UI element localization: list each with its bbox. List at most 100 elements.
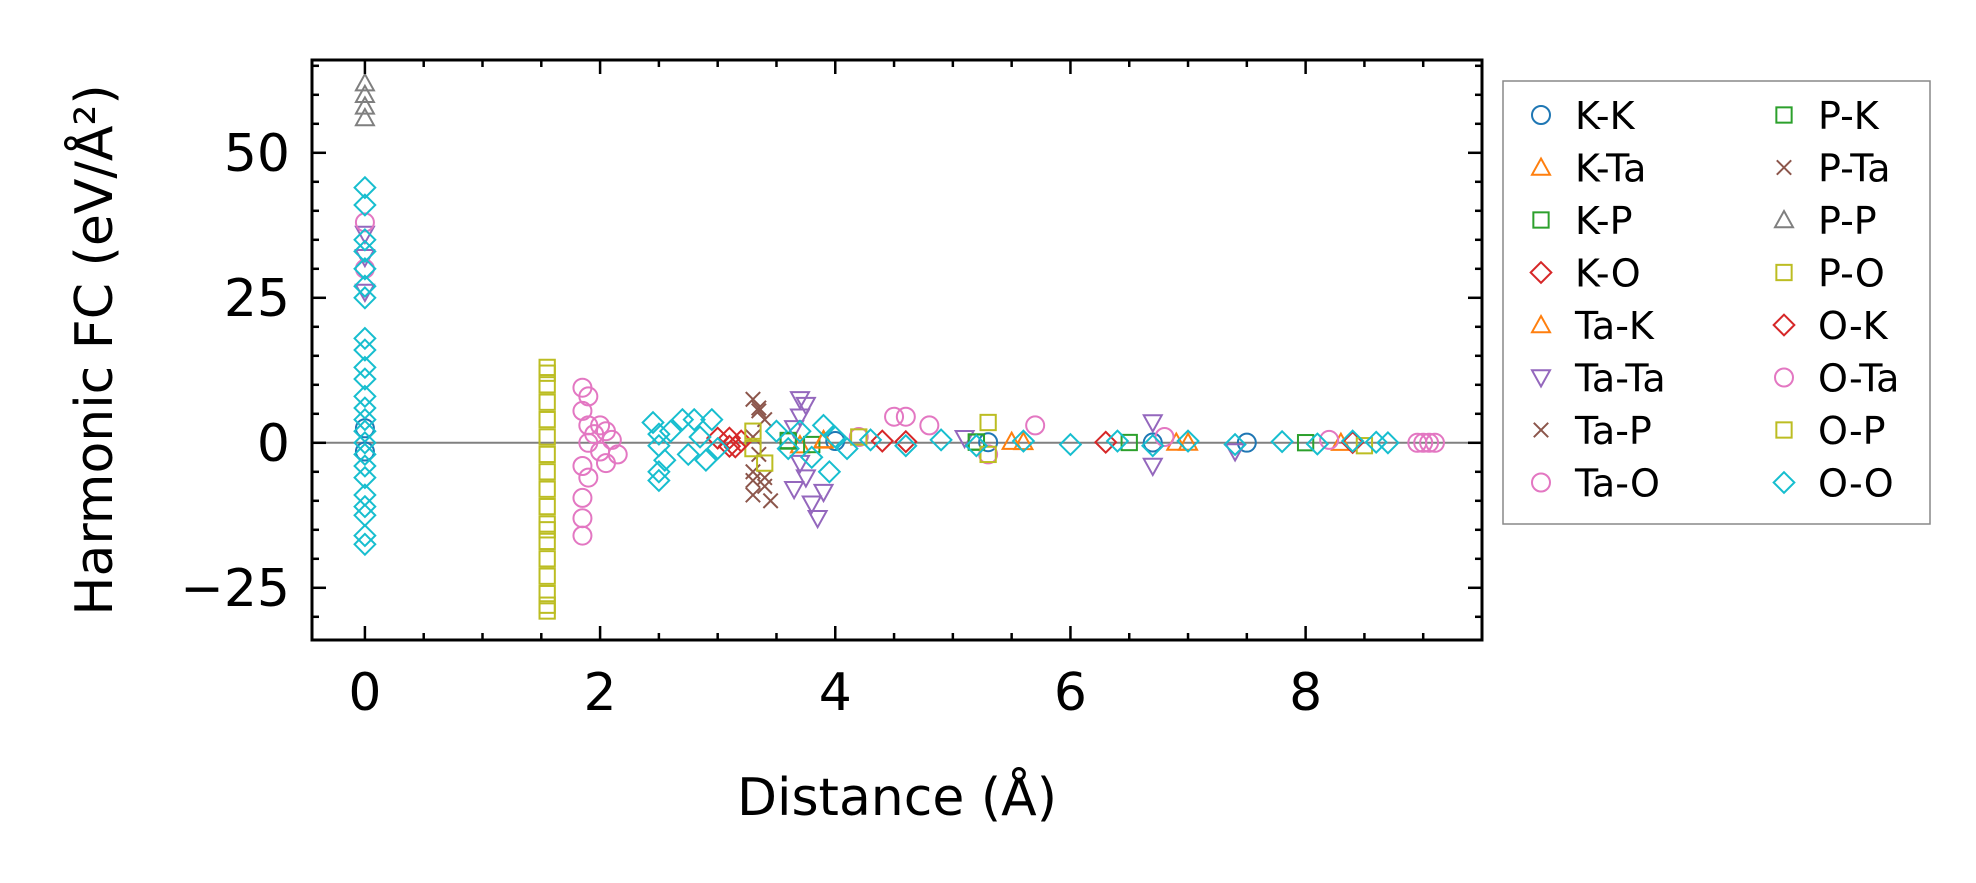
point-o-o-2 bbox=[353, 228, 377, 252]
point-ta-ta-12 bbox=[812, 483, 835, 504]
axis-tick-labels: 0 2 4 6 8 −25 0 25 50 bbox=[180, 124, 1322, 723]
point-ta-k-1 bbox=[1012, 430, 1035, 451]
point-o-o-25 bbox=[647, 422, 671, 446]
point-k-o-3 bbox=[894, 429, 918, 454]
point-o-o-16 bbox=[353, 442, 377, 467]
point-ta-o-19 bbox=[919, 415, 940, 436]
point-p-o-21 bbox=[1355, 437, 1374, 455]
point-ta-o-12 bbox=[572, 525, 593, 546]
legend-marker-o-o bbox=[1772, 470, 1796, 495]
point-o-k-1 bbox=[723, 435, 748, 459]
point-o-o-53 bbox=[1140, 433, 1165, 458]
legend-label-ta-p: Ta-P bbox=[1574, 409, 1652, 453]
point-o-o-56 bbox=[1270, 429, 1294, 454]
point-p-o-0 bbox=[538, 358, 556, 377]
x-axis-label: Distance (Å) bbox=[737, 766, 1057, 828]
point-o-o-32 bbox=[676, 442, 701, 467]
point-p-o-14 bbox=[538, 602, 556, 620]
legend-marker-ta-p bbox=[1533, 422, 1549, 438]
point-p-p-1 bbox=[354, 83, 376, 103]
point-o-o-55 bbox=[1223, 432, 1247, 457]
y-tick-label: 0 bbox=[257, 414, 290, 474]
point-o-o-21 bbox=[353, 503, 377, 528]
legend-box bbox=[1502, 80, 1931, 525]
point-o-o-5 bbox=[353, 274, 377, 298]
point-o-o-35 bbox=[694, 448, 718, 472]
point-ta-o-18 bbox=[895, 406, 916, 427]
point-o-o-51 bbox=[1058, 432, 1083, 457]
point-o-o-6 bbox=[353, 286, 377, 310]
point-ta-p-4 bbox=[750, 446, 767, 463]
point-o-k-0 bbox=[717, 426, 742, 450]
point-o-o-57 bbox=[1305, 432, 1330, 456]
point-o-ta-5 bbox=[1419, 432, 1440, 453]
legend-marker-p-p bbox=[1773, 208, 1795, 229]
point-p-k-0 bbox=[779, 432, 797, 450]
point-ta-o-16 bbox=[848, 427, 869, 447]
point-o-o-43 bbox=[817, 460, 842, 484]
point-p-o-1 bbox=[538, 376, 556, 394]
point-ta-o-23 bbox=[1319, 429, 1340, 450]
point-o-o-34 bbox=[688, 425, 712, 449]
point-ta-o-15 bbox=[607, 444, 628, 465]
point-ta-p-0 bbox=[745, 391, 761, 408]
point-ta-ta-6 bbox=[783, 420, 805, 440]
legend-marker-k-p bbox=[1532, 211, 1550, 229]
point-o-o-49 bbox=[964, 433, 989, 458]
legend-marker-p-ta bbox=[1776, 159, 1792, 176]
point-o-o-31 bbox=[670, 407, 695, 432]
point-o-o-3 bbox=[353, 239, 377, 264]
point-o-o-44 bbox=[823, 425, 848, 449]
x-tick-label: 2 bbox=[584, 663, 617, 723]
point-o-o-46 bbox=[858, 428, 883, 452]
legend-marker-o-k bbox=[1772, 313, 1796, 337]
point-p-o-8 bbox=[538, 497, 556, 516]
point-o-k-2 bbox=[870, 429, 895, 453]
point-k-ta-2 bbox=[1000, 430, 1023, 450]
point-o-p-1 bbox=[538, 521, 556, 539]
point-ta-o-8 bbox=[572, 456, 593, 476]
point-o-o-27 bbox=[652, 448, 677, 472]
axis-ticks bbox=[312, 60, 1484, 640]
point-ta-ta-4 bbox=[795, 396, 817, 417]
x-tick-label: 6 bbox=[1054, 663, 1087, 723]
legend-marker-ta-ta bbox=[1530, 369, 1552, 389]
point-p-o-15 bbox=[744, 422, 762, 440]
point-ta-ta-5 bbox=[789, 408, 811, 428]
point-p-o-9 bbox=[538, 515, 556, 533]
data-points bbox=[353, 72, 1445, 620]
point-ta-o-21 bbox=[978, 444, 999, 465]
point-o-o-54 bbox=[1176, 429, 1200, 453]
point-p-o-11 bbox=[538, 550, 556, 568]
point-ta-k-2 bbox=[1177, 431, 1199, 451]
point-p-ta-0 bbox=[750, 400, 767, 416]
point-o-o-33 bbox=[682, 407, 706, 432]
point-o-o-50 bbox=[1011, 429, 1036, 453]
point-ta-p-9 bbox=[756, 469, 773, 486]
y-tick-label: 25 bbox=[224, 269, 290, 329]
point-o-o-7 bbox=[353, 326, 377, 351]
point-p-o-5 bbox=[538, 445, 556, 464]
point-p-o-7 bbox=[538, 480, 556, 498]
legend-marker-k-ta bbox=[1530, 156, 1552, 176]
legend-label-o-ta: O-Ta bbox=[1818, 357, 1899, 401]
legend-label-ta-o: Ta-O bbox=[1574, 462, 1660, 506]
point-o-ta-4 bbox=[1413, 432, 1434, 453]
point-ta-ta-14 bbox=[1142, 457, 1164, 478]
legend-label-k-k: K-K bbox=[1575, 94, 1636, 138]
point-o-o-17 bbox=[353, 454, 377, 478]
legend-marker-k-k bbox=[1531, 105, 1551, 125]
point-p-o-4 bbox=[538, 428, 556, 446]
legend-label-p-k: P-K bbox=[1818, 94, 1880, 138]
point-o-o-22 bbox=[353, 523, 377, 548]
legend-label-ta-ta: Ta-Ta bbox=[1574, 357, 1666, 401]
legend-marker-k-o bbox=[1529, 260, 1553, 285]
point-o-o-38 bbox=[764, 419, 789, 443]
point-p-o-18 bbox=[850, 428, 868, 446]
point-k-o-0 bbox=[705, 426, 730, 450]
point-ta-p-8 bbox=[762, 492, 779, 509]
point-o-o-12 bbox=[353, 396, 377, 420]
point-o-o-28 bbox=[647, 460, 671, 484]
point-o-o-15 bbox=[353, 431, 377, 455]
